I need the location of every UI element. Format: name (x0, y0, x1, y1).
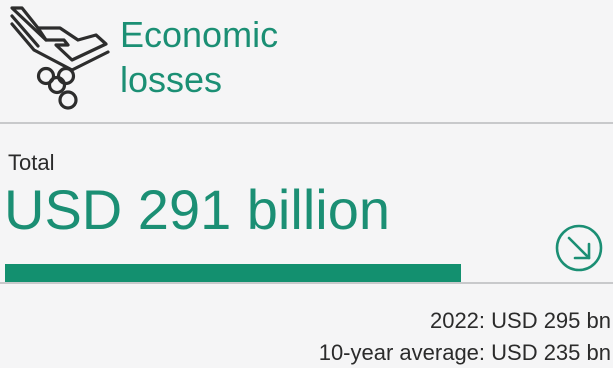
total-value: USD 291 billion (4, 178, 390, 241)
card-header: Economic losses (0, 0, 613, 122)
card-title-line1: Economic (120, 14, 279, 55)
card-title-line2: losses (120, 59, 223, 100)
total-progress-bar (5, 264, 613, 283)
header-divider (0, 122, 613, 124)
hand-coins-icon (10, 6, 110, 110)
comparison-stats: 2022: USD 295 bn 10-year average: USD 23… (319, 305, 611, 368)
card-title: Economic losses (120, 12, 278, 102)
total-progress-fill (5, 264, 461, 283)
bar-baseline (0, 282, 613, 284)
stat-ten-year-average: 10-year average: USD 235 bn (318, 340, 611, 365)
arrow-down-right-icon (555, 224, 603, 272)
stat-previous-year: 2022: USD 295 bn (429, 308, 611, 333)
total-label: Total (8, 150, 55, 175)
